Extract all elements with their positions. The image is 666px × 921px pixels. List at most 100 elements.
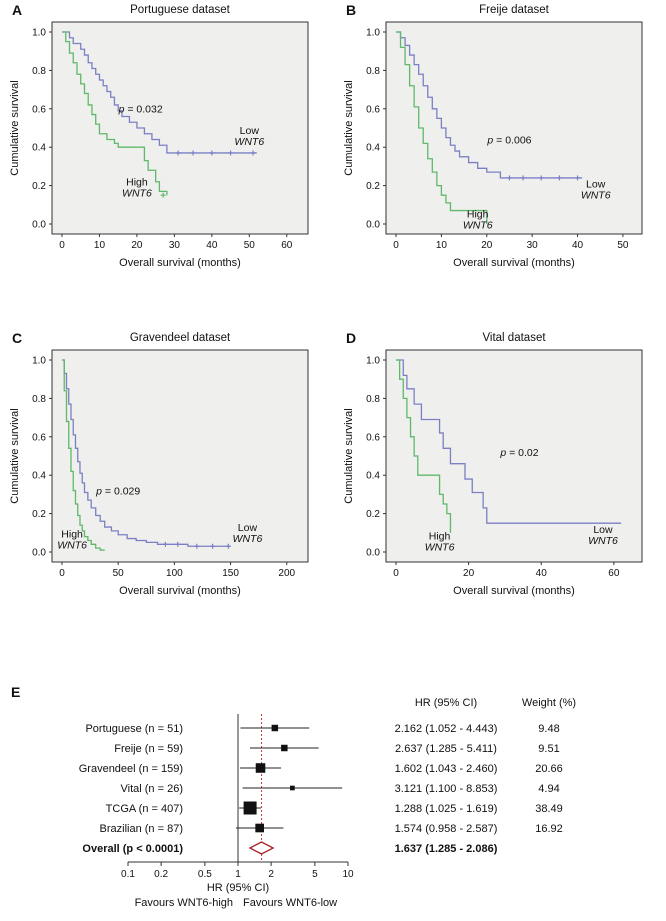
svg-text:Brazilian (n = 87): Brazilian (n = 87)	[100, 823, 183, 835]
svg-text:Cumulative survival: Cumulative survival	[343, 408, 355, 503]
panel-d-vital: D Vital dataset 0 20 40 60 0.0 0.2 0.4 0.6 0.8 1.0…	[340, 328, 666, 610]
svg-text:1.0: 1.0	[366, 356, 380, 367]
panel-e-forest: E HR (95% CI) Weight (%) Portuguese (n = 5…	[5, 682, 663, 920]
svg-text:Freije (n = 59): Freije (n = 59)	[114, 743, 183, 755]
svg-text:0.6: 0.6	[366, 432, 380, 443]
panel-a-portuguese: A Portuguese dataset 0 10 20 30 40 50 60 0.0 0.2 0…	[6, 0, 332, 282]
svg-text:Overall survival (months): Overall survival (months)	[119, 585, 241, 597]
svg-text:Cumulative survival: Cumulative survival	[9, 408, 21, 503]
svg-text:40: 40	[572, 240, 584, 251]
svg-text:20.66: 20.66	[535, 763, 563, 775]
svg-text:0.2: 0.2	[154, 869, 168, 880]
svg-text:100: 100	[166, 568, 183, 579]
km-plot-freije: Freije dataset 0 10 20 30 40 50 0.0 0.2 0.4 0.6 0.8…	[343, 4, 643, 269]
svg-text:60: 60	[608, 568, 620, 579]
svg-text:Vital dataset: Vital dataset	[482, 332, 546, 344]
svg-text:0.0: 0.0	[366, 548, 380, 559]
svg-text:5: 5	[312, 869, 318, 880]
svg-text:Gravendeel dataset: Gravendeel dataset	[130, 332, 231, 344]
svg-text:9.48: 9.48	[538, 723, 559, 735]
svg-text:0.5: 0.5	[198, 869, 212, 880]
svg-text:0.0: 0.0	[32, 548, 46, 559]
panel-e-letter: E	[11, 684, 21, 700]
svg-text:60: 60	[281, 240, 293, 251]
panel-b-freije: B Freije dataset 0 10 20 30 40 50 0.0 0.2 0.4 0.6 0…	[340, 0, 666, 282]
svg-text:30: 30	[527, 240, 539, 251]
svg-text:0.2: 0.2	[366, 509, 380, 520]
svg-text:50: 50	[113, 568, 125, 579]
svg-text:Portuguese (n = 51): Portuguese (n = 51)	[85, 723, 183, 735]
svg-text:0: 0	[393, 568, 399, 579]
svg-text:1.288 (1.025 - 1.619): 1.288 (1.025 - 1.619)	[395, 803, 498, 815]
svg-text:0.2: 0.2	[366, 181, 380, 192]
svg-text:20: 20	[463, 568, 475, 579]
svg-text:20: 20	[131, 240, 143, 251]
svg-text:38.49: 38.49	[535, 803, 563, 815]
svg-text:1.0: 1.0	[32, 356, 46, 367]
svg-text:Vital (n = 26): Vital (n = 26)	[121, 783, 183, 795]
svg-text:0.2: 0.2	[32, 509, 46, 520]
svg-text:50: 50	[244, 240, 256, 251]
svg-text:2: 2	[268, 869, 274, 880]
svg-text:0.0: 0.0	[366, 220, 380, 231]
svg-text:9.51: 9.51	[538, 743, 559, 755]
svg-text:40: 40	[536, 568, 548, 579]
panel-b-letter: B	[346, 2, 357, 18]
svg-text:0.6: 0.6	[366, 104, 380, 115]
svg-text:Weight (%): Weight (%)	[522, 697, 576, 709]
svg-text:1.574 (0.958 - 2.587): 1.574 (0.958 - 2.587)	[395, 823, 498, 835]
svg-text:10: 10	[342, 869, 354, 880]
svg-text:1.637 (1.285 - 2.086): 1.637 (1.285 - 2.086)	[395, 843, 498, 855]
svg-text:0.4: 0.4	[32, 143, 46, 154]
svg-text:0.4: 0.4	[366, 143, 380, 154]
svg-text:0.8: 0.8	[32, 394, 46, 405]
svg-text:30: 30	[169, 240, 181, 251]
svg-text:Overall survival (months): Overall survival (months)	[119, 257, 241, 269]
svg-text:Cumulative survival: Cumulative survival	[9, 80, 21, 175]
svg-text:0: 0	[59, 568, 65, 579]
svg-text:0.8: 0.8	[366, 66, 380, 77]
svg-text:4.94: 4.94	[538, 783, 559, 795]
svg-text:150: 150	[222, 568, 239, 579]
svg-text:HR (95% CI): HR (95% CI)	[207, 882, 269, 894]
svg-text:16.92: 16.92	[535, 823, 563, 835]
panel-d-letter: D	[346, 330, 357, 346]
panel-c-letter: C	[12, 330, 23, 346]
svg-text:1: 1	[235, 869, 241, 880]
svg-text:0.4: 0.4	[366, 471, 380, 482]
svg-text:Overall (p < 0.0001): Overall (p < 0.0001)	[82, 843, 183, 855]
svg-text:3.121 (1.100 - 8.853): 3.121 (1.100 - 8.853)	[395, 783, 498, 795]
svg-text:1.602 (1.043 - 2.460): 1.602 (1.043 - 2.460)	[395, 763, 498, 775]
svg-text:0: 0	[59, 240, 65, 251]
svg-text:Cumulative survival: Cumulative survival	[343, 80, 355, 175]
svg-text:200: 200	[278, 568, 295, 579]
svg-text:10: 10	[436, 240, 448, 251]
svg-text:0.2: 0.2	[32, 181, 46, 192]
svg-text:p = 0.032: p = 0.032	[118, 104, 163, 116]
svg-text:50: 50	[617, 240, 629, 251]
svg-text:Favours WNT6-high: Favours WNT6-high	[135, 897, 233, 909]
svg-text:0.6: 0.6	[32, 104, 46, 115]
svg-text:0.8: 0.8	[366, 394, 380, 405]
svg-text:Overall survival (months): Overall survival (months)	[453, 585, 575, 597]
svg-text:1.0: 1.0	[366, 28, 380, 39]
svg-text:p = 0.02: p = 0.02	[499, 447, 538, 459]
svg-text:1.0: 1.0	[32, 28, 46, 39]
km-plot-gravendeel: Gravendeel dataset 0 50 100 150 200 0.0 0.2 0.4 0…	[9, 332, 309, 597]
svg-text:0.8: 0.8	[32, 66, 46, 77]
svg-text:20: 20	[481, 240, 493, 251]
svg-text:0.1: 0.1	[121, 869, 135, 880]
svg-text:0.6: 0.6	[32, 432, 46, 443]
svg-text:0: 0	[393, 240, 399, 251]
km-plot-portuguese: Portuguese dataset 0 10 20 30 40 50 60 0.0 0.2 0.4…	[9, 4, 309, 269]
panel-c-gravendeel: C Gravendeel dataset 0 50 100 150 200 0.0 0.2 0.…	[6, 328, 332, 610]
svg-text:10: 10	[94, 240, 106, 251]
km-plot-vital: Vital dataset 0 20 40 60 0.0 0.2 0.4 0.6 0.8 1.0 Ov…	[343, 332, 643, 597]
svg-text:Gravendeel (n = 159): Gravendeel (n = 159)	[79, 763, 183, 775]
